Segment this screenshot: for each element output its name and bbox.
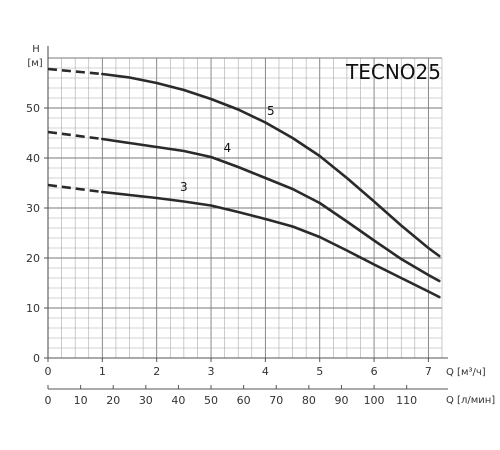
x2-tick-label: 10 xyxy=(74,394,88,407)
x-tick-label: 4 xyxy=(262,365,269,378)
y-tick-label: 10 xyxy=(26,302,40,315)
axes xyxy=(44,46,448,390)
x2-tick-label: 20 xyxy=(106,394,120,407)
x2-tick-label: 40 xyxy=(171,394,185,407)
curves xyxy=(47,67,441,299)
x-tick-label: 7 xyxy=(425,365,432,378)
x2-tick-label: 0 xyxy=(45,394,52,407)
x2-tick-label: 90 xyxy=(334,394,348,407)
y-tick-label: 40 xyxy=(26,152,40,165)
x2-tick-label: 80 xyxy=(302,394,316,407)
x2-tick-label: 110 xyxy=(396,394,417,407)
y-tick-label: 0 xyxy=(33,352,40,365)
curve-3 xyxy=(101,190,441,299)
x2-axis-label: Q [л/мин] xyxy=(446,395,495,406)
curve-4 xyxy=(101,137,441,283)
curve-5 xyxy=(101,72,441,258)
x-tick-label: 3 xyxy=(208,365,215,378)
x-tick-label: 0 xyxy=(45,365,52,378)
y-axis-label: H xyxy=(32,44,40,55)
x2-tick-label: 70 xyxy=(269,394,283,407)
x2-tick-label: 50 xyxy=(204,394,218,407)
curve-5-dashed xyxy=(47,67,103,76)
x2-tick-label: 60 xyxy=(237,394,251,407)
x2-tick-label: 100 xyxy=(364,394,385,407)
curve-label-5: 5 xyxy=(267,104,275,118)
x-tick-label: 1 xyxy=(99,365,106,378)
curve-label-3: 3 xyxy=(180,180,188,194)
y-tick-label: 50 xyxy=(26,102,40,115)
y-tick-label: 30 xyxy=(26,202,40,215)
y-tick-label: 20 xyxy=(26,252,40,265)
curve-4-dashed xyxy=(47,130,103,141)
x-axis-label: Q [м³/ч] xyxy=(446,367,486,378)
x2-tick-label: 30 xyxy=(139,394,153,407)
curve-label-4: 4 xyxy=(224,141,232,155)
y-axis-unit: [м] xyxy=(27,58,42,69)
chart-title: TECNO25 xyxy=(345,60,441,84)
curve-3-dashed xyxy=(47,183,103,194)
x-tick-label: 5 xyxy=(316,365,323,378)
x-tick-label: 6 xyxy=(371,365,378,378)
x-tick-label: 2 xyxy=(153,365,160,378)
